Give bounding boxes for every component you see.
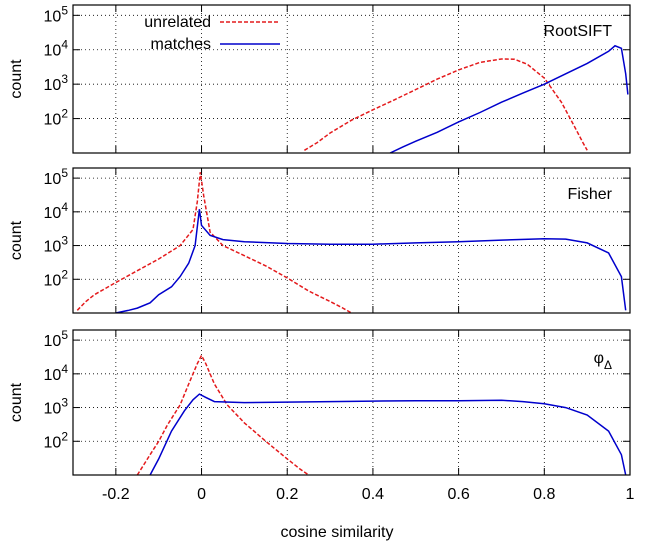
y-tick-label: 103 — [44, 72, 69, 94]
plot-frame — [72, 329, 631, 476]
y-tick-label: 105 — [44, 3, 69, 25]
chart-panels: 102 103 104 105 count RootSIFT unrelated matche… — [8, 3, 635, 503]
panel-1: 102 103 104 105 count RootSIFT unrelated matche… — [8, 3, 631, 154]
panel-label: Fisher — [568, 186, 613, 203]
y-tick-label: 103 — [44, 234, 69, 256]
y-tick-label: 104 — [44, 38, 69, 60]
panel-label: φΔ — [594, 350, 612, 372]
panel-3: 102 103 104 105 count φΔ -0.2 0 0.2 0.4 0.6 0.8 1 — [8, 328, 635, 503]
y-tick-label: 102 — [44, 429, 69, 451]
x-tick-label: -0.2 — [102, 486, 130, 503]
series-line-matches — [389, 44, 629, 153]
panel-label: RootSIFT — [544, 23, 613, 40]
x-axis-label: cosine similarity — [281, 524, 394, 541]
y-axis-label: count — [8, 382, 25, 422]
legend-label-unrelated: unrelated — [144, 14, 211, 31]
y-tick-label: 102 — [44, 267, 69, 289]
series-line-matches — [149, 393, 627, 475]
y-axis-label: count — [8, 59, 25, 99]
x-tick-label: 0.8 — [533, 486, 555, 503]
y-tick-label: 105 — [44, 328, 69, 350]
x-tick-label: 0.2 — [276, 486, 298, 503]
series-line-unrelated — [304, 58, 588, 151]
series-line-matches — [115, 209, 627, 313]
series-line-unrelated — [76, 172, 352, 313]
plot-frame — [72, 167, 631, 314]
plot-frame — [72, 4, 631, 154]
y-tick-label: 105 — [44, 166, 69, 188]
x-tick-label: 0.4 — [362, 486, 384, 503]
y-tick-label: 103 — [44, 396, 69, 418]
x-tick-label: 0 — [197, 486, 206, 503]
x-tick-label: 0.6 — [447, 486, 469, 503]
panel-2: 102 103 104 105 count Fisher — [8, 166, 631, 314]
series-line-unrelated — [136, 353, 310, 475]
x-tick-label: 1 — [626, 486, 635, 503]
y-tick-label: 104 — [44, 200, 69, 222]
legend-label-matches: matches — [151, 36, 211, 53]
y-axis-label: count — [8, 220, 25, 260]
legend: unrelated matches — [144, 14, 280, 53]
y-tick-label: 102 — [44, 107, 69, 129]
y-tick-label: 104 — [44, 362, 69, 384]
